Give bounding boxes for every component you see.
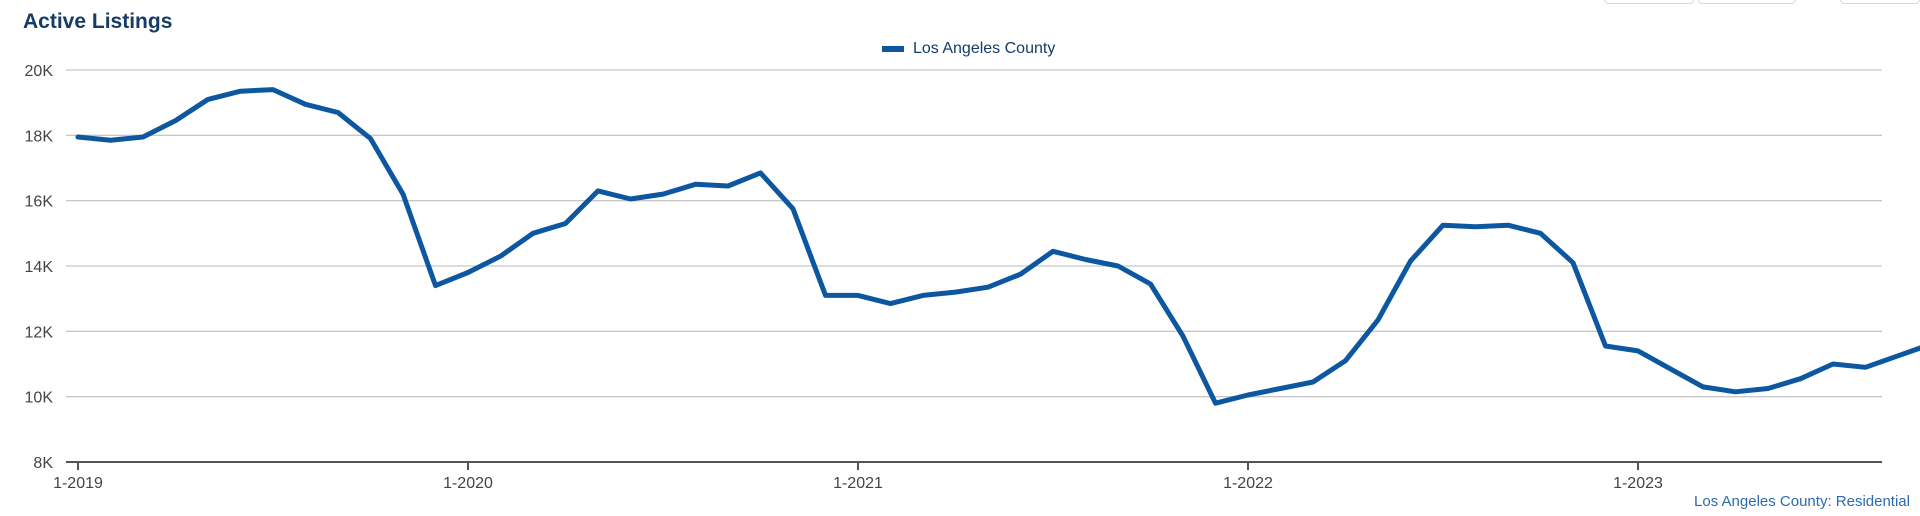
- data-point: [693, 182, 698, 187]
- legend-label: Los Angeles County: [913, 40, 1056, 57]
- data-point: [1506, 223, 1511, 228]
- data-point: [1018, 272, 1023, 277]
- data-point: [141, 134, 146, 139]
- data-point: [596, 188, 601, 193]
- data-point: [1083, 257, 1088, 262]
- data-point: [108, 138, 113, 143]
- data-point: [466, 270, 471, 275]
- data-point: [1278, 386, 1283, 391]
- data-point: [498, 254, 503, 259]
- data-point: [1831, 362, 1836, 367]
- data-point: [303, 102, 308, 107]
- data-point: [1538, 231, 1543, 236]
- data-point: [1181, 334, 1186, 339]
- data-point: [1116, 264, 1121, 269]
- data-point: [433, 283, 438, 288]
- data-point: [1246, 393, 1251, 398]
- data-point: [271, 87, 276, 92]
- y-tick-label: 10K: [25, 390, 54, 407]
- data-point: [1376, 317, 1381, 322]
- data-point: [1733, 389, 1738, 394]
- data-point: [1668, 366, 1673, 371]
- data-point: [791, 206, 796, 211]
- x-tick-label: 1-2023: [1613, 475, 1663, 492]
- x-tick-label: 1-2020: [443, 475, 493, 492]
- data-point: [1051, 249, 1056, 254]
- data-point: [368, 136, 373, 141]
- data-point: [206, 97, 211, 102]
- data-point: [1798, 376, 1803, 381]
- x-tick-label: 1-2021: [833, 475, 883, 492]
- data-point: [1148, 281, 1153, 286]
- data-point: [563, 221, 568, 226]
- y-tick-label: 12K: [25, 324, 54, 341]
- data-point: [856, 293, 861, 298]
- data-point: [1408, 259, 1413, 264]
- legend-swatch: [882, 46, 904, 52]
- data-point: [661, 192, 666, 197]
- data-point: [1896, 353, 1901, 358]
- data-point: [401, 192, 406, 197]
- data-point: [1766, 386, 1771, 391]
- data-point: [173, 118, 178, 123]
- data-point: [1863, 365, 1868, 370]
- legend[interactable]: Los Angeles County: [882, 40, 1055, 58]
- data-point: [953, 290, 958, 295]
- data-point: [1636, 348, 1641, 353]
- data-point: [238, 89, 243, 94]
- x-tick-label: 1-2019: [53, 475, 103, 492]
- data-point: [1441, 223, 1446, 228]
- data-point: [921, 293, 926, 298]
- data-point: [1473, 224, 1478, 229]
- source-label: Los Angeles County: Residential: [1694, 493, 1910, 510]
- data-point: [1603, 344, 1608, 349]
- data-point: [1311, 379, 1316, 384]
- data-point: [1701, 384, 1706, 389]
- data-point: [628, 197, 633, 202]
- y-tick-label: 20K: [25, 63, 54, 80]
- data-point: [888, 301, 893, 306]
- data-point: [758, 170, 763, 175]
- data-point: [76, 134, 81, 139]
- data-point: [1213, 401, 1218, 406]
- series-line: [75, 87, 1920, 406]
- data-point: [336, 110, 341, 115]
- y-tick-label: 18K: [25, 128, 54, 145]
- x-tick-label: 1-2022: [1223, 475, 1273, 492]
- chart-title: Active Listings: [23, 10, 173, 33]
- data-point: [1571, 260, 1576, 265]
- y-tick-label: 8K: [33, 455, 53, 472]
- y-tick-label: 14K: [25, 259, 54, 276]
- data-point: [823, 293, 828, 298]
- data-point: [726, 183, 731, 188]
- data-point: [1343, 358, 1348, 363]
- data-point: [986, 285, 991, 290]
- y-tick-label: 16K: [25, 194, 54, 211]
- data-point: [531, 231, 536, 236]
